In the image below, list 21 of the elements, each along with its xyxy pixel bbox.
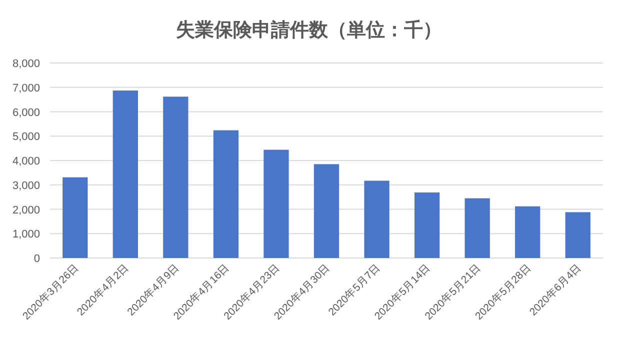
chart-title: 失業保険申請件数（単位：千） <box>176 19 442 41</box>
y-tick-label: 4,000 <box>12 156 40 168</box>
y-tick-label: 3,000 <box>12 180 40 192</box>
y-tick-label: 5,000 <box>12 131 40 144</box>
y-tick-label: 0 <box>34 253 40 265</box>
bar <box>565 212 590 258</box>
bar <box>163 96 188 258</box>
bar <box>213 130 239 258</box>
bar <box>264 150 289 258</box>
y-tick-label: 2,000 <box>12 204 40 216</box>
y-tick-label: 6,000 <box>12 106 40 119</box>
bar <box>112 90 138 258</box>
y-tick-label: 1,000 <box>12 228 40 241</box>
bar <box>515 206 540 258</box>
y-tick-label: 7,000 <box>12 82 40 94</box>
bar <box>464 198 490 258</box>
bar <box>364 180 390 258</box>
y-tick-label: 8,000 <box>12 58 40 70</box>
bar <box>314 164 340 258</box>
bar <box>414 192 440 258</box>
bar <box>62 177 88 258</box>
